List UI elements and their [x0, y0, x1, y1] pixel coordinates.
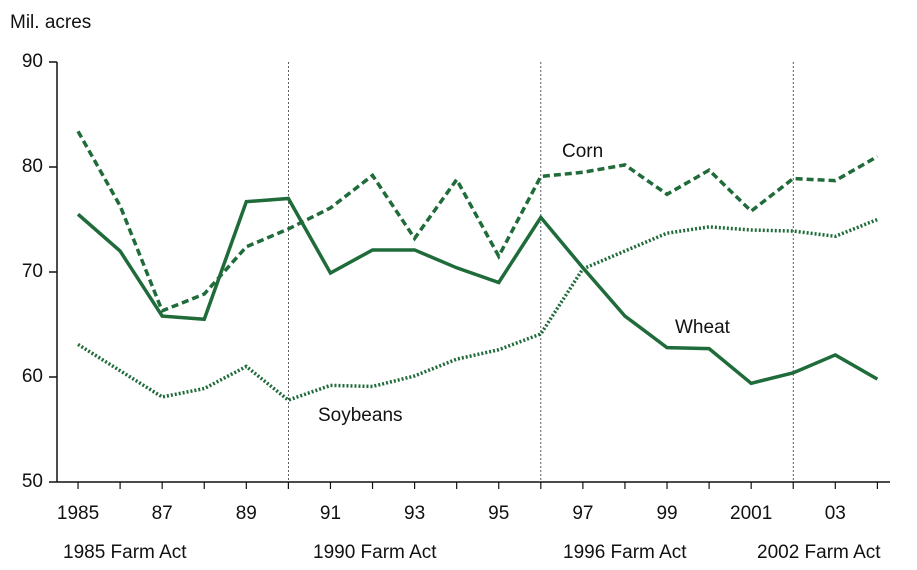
x-tick-label: 95: [488, 503, 509, 524]
x-tick-label: 97: [572, 503, 593, 524]
x-tick-label: 93: [404, 503, 425, 524]
y-axis-label: Mil. acres: [10, 12, 91, 33]
act-label: 2002 Farm Act: [757, 542, 881, 563]
x-tick-label: 03: [825, 503, 846, 524]
act-label: 1990 Farm Act: [313, 542, 437, 563]
act-label: 1985 Farm Act: [63, 542, 187, 563]
y-tick-label: 70: [22, 261, 43, 282]
y-tick-label: 60: [22, 366, 43, 387]
x-tick-label: 99: [656, 503, 677, 524]
series-label: Soybeans: [318, 405, 403, 426]
series-label: Wheat: [675, 317, 731, 338]
y-tick-label: 50: [22, 471, 43, 492]
y-tick-label: 90: [22, 51, 43, 72]
x-tick-label: 91: [320, 503, 341, 524]
y-tick-label: 80: [22, 156, 43, 177]
series-line: [77, 217, 879, 403]
act-label: 1996 Farm Act: [563, 542, 687, 563]
series-label: Corn: [562, 141, 603, 162]
series-line: [76, 196, 879, 386]
x-tick-label: 87: [152, 503, 173, 524]
x-tick-label: 2001: [730, 503, 772, 524]
x-tick-label: 89: [236, 503, 257, 524]
x-tick-label: 1985: [57, 503, 99, 524]
series-line: [76, 130, 879, 314]
